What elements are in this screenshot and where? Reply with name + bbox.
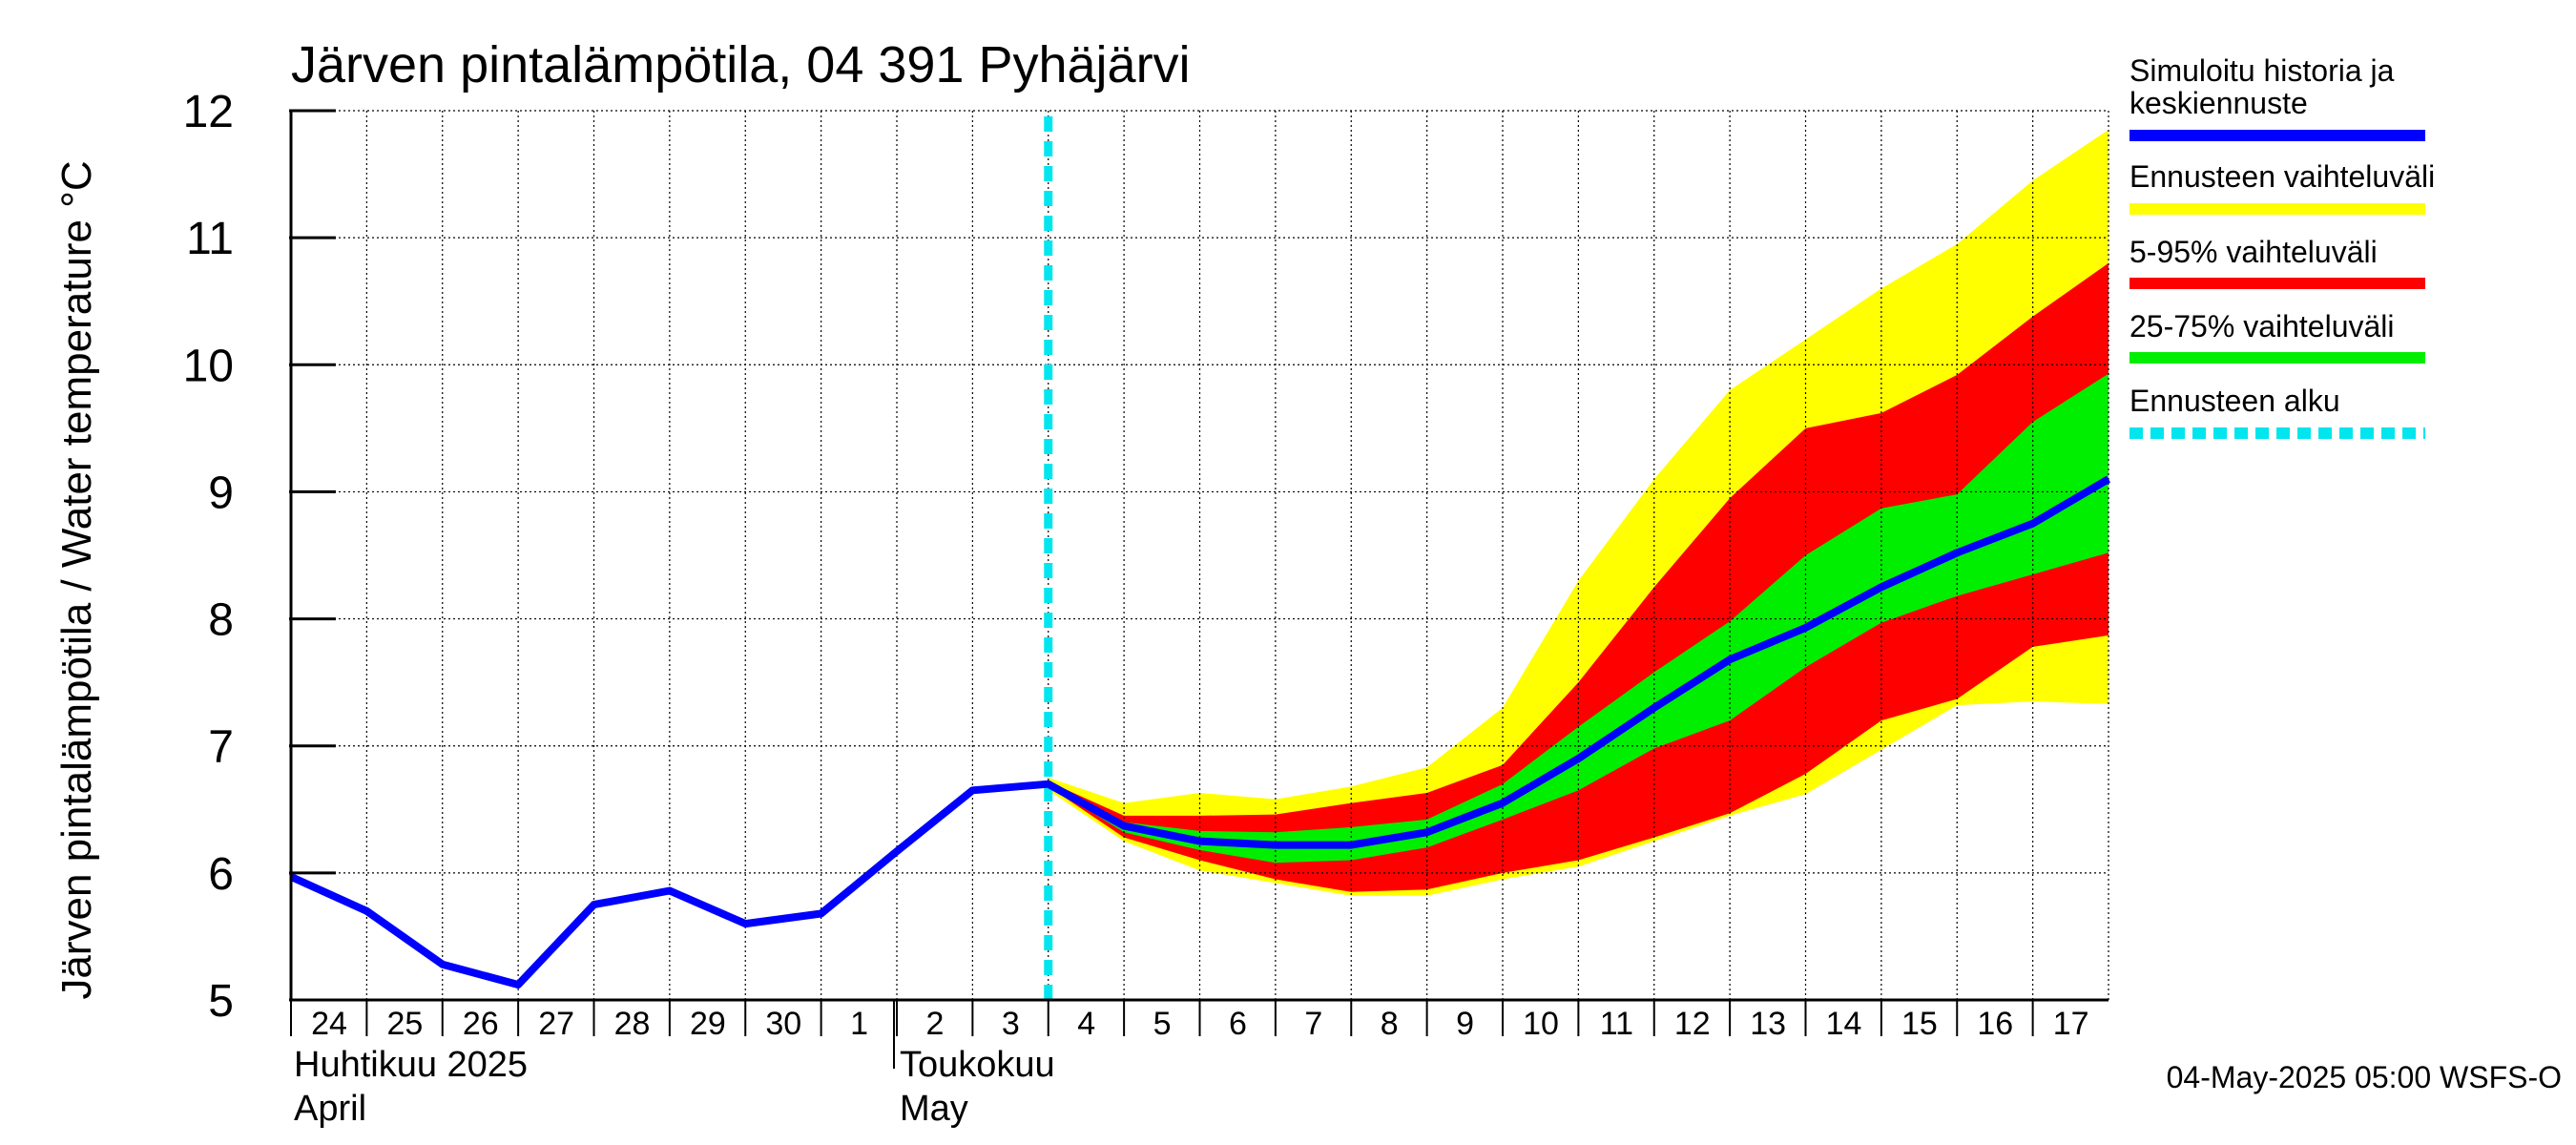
month-label-en: April bbox=[294, 1089, 366, 1129]
y-tick-label: 10 bbox=[183, 341, 234, 391]
legend-label: Simuloitu historia ja bbox=[2129, 53, 2395, 88]
legend-label: 25-75% vaihteluväli bbox=[2129, 309, 2395, 344]
x-tick-label: 16 bbox=[1977, 1006, 2013, 1042]
series-mean-line bbox=[289, 475, 2111, 989]
month-label-fi: Toukokuu bbox=[900, 1045, 1055, 1085]
y-tick-label: 5 bbox=[208, 976, 234, 1027]
legend-label: 5-95% vaihteluväli bbox=[2129, 235, 2378, 269]
footer-timestamp: 04-May-2025 05:00 WSFS-O bbox=[2167, 1060, 2562, 1094]
x-tick-label: 5 bbox=[1153, 1006, 1172, 1042]
series-lines bbox=[289, 116, 2111, 1000]
y-tick-label: 11 bbox=[186, 214, 234, 264]
month-label-en: May bbox=[900, 1089, 968, 1129]
month-label-fi: Huhtikuu 2025 bbox=[294, 1045, 528, 1085]
y-tick-label: 9 bbox=[208, 468, 234, 518]
x-tick-label: 7 bbox=[1304, 1006, 1322, 1042]
x-tick-label: 13 bbox=[1750, 1006, 1786, 1042]
x-tick-label: 29 bbox=[690, 1006, 726, 1042]
x-tick-label: 11 bbox=[1600, 1006, 1633, 1042]
x-tick-label: 30 bbox=[765, 1006, 801, 1042]
x-tick-label: 3 bbox=[1002, 1006, 1020, 1042]
x-tick-label: 15 bbox=[1901, 1006, 1938, 1042]
y-tick-label: 7 bbox=[208, 722, 234, 773]
legend-label: keskiennuste bbox=[2129, 86, 2308, 120]
x-tick-label: 26 bbox=[463, 1006, 499, 1042]
y-axis-label: Järven pintalämpötila / Water temperatur… bbox=[53, 160, 100, 999]
y-tick-label: 8 bbox=[208, 595, 234, 646]
x-tick-label: 28 bbox=[614, 1006, 651, 1042]
x-tick-label: 24 bbox=[311, 1006, 347, 1042]
y-tick-label: 6 bbox=[208, 849, 234, 900]
chart-title: Järven pintalämpötila, 04 391 Pyhäjärvi bbox=[291, 36, 1191, 94]
x-tick-label: 25 bbox=[386, 1006, 423, 1042]
x-tick-label: 2 bbox=[926, 1006, 945, 1042]
x-tick-label: 8 bbox=[1381, 1006, 1399, 1042]
x-tick-label: 9 bbox=[1456, 1006, 1474, 1042]
x-tick-label: 10 bbox=[1523, 1006, 1559, 1042]
x-tick-label: 27 bbox=[538, 1006, 574, 1042]
x-tick-label: 1 bbox=[850, 1006, 868, 1042]
axes bbox=[289, 109, 2109, 1069]
legend-label: Ennusteen vaihteluväli bbox=[2129, 159, 2435, 194]
band-2-area bbox=[1048, 262, 2109, 892]
x-tick-label: 6 bbox=[1229, 1006, 1247, 1042]
legend-label: Ennusteen alku bbox=[2129, 384, 2340, 418]
x-tick-label: 12 bbox=[1674, 1006, 1711, 1042]
x-tick-label: 4 bbox=[1077, 1006, 1095, 1042]
x-tick-label: 17 bbox=[2053, 1006, 2089, 1042]
x-tick-label: 14 bbox=[1826, 1006, 1862, 1042]
grid-lines bbox=[291, 110, 2109, 1000]
y-tick-label: 12 bbox=[183, 87, 234, 137]
